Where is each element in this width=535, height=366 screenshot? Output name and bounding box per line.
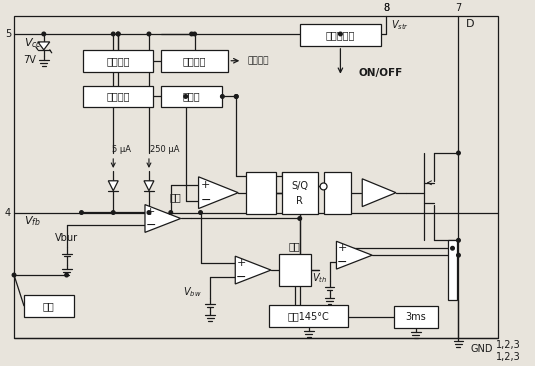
Bar	[282, 172, 318, 213]
Circle shape	[147, 211, 151, 214]
Text: −: −	[146, 219, 156, 232]
Circle shape	[147, 32, 151, 36]
Text: 8: 8	[383, 3, 389, 13]
Text: ON/OFF: ON/OFF	[358, 68, 402, 78]
Circle shape	[339, 32, 342, 36]
Text: $V_{bw}$: $V_{bw}$	[184, 285, 202, 299]
Text: +: +	[201, 180, 210, 190]
Polygon shape	[144, 181, 154, 191]
Circle shape	[193, 32, 196, 36]
Circle shape	[199, 211, 202, 214]
Circle shape	[117, 32, 120, 36]
Text: −: −	[200, 194, 211, 207]
Bar	[161, 50, 228, 72]
Bar	[161, 86, 223, 107]
Circle shape	[42, 32, 45, 36]
Text: 3ms: 3ms	[406, 312, 426, 322]
Text: S/Q: S/Q	[291, 182, 308, 191]
Circle shape	[220, 95, 224, 98]
Text: D: D	[465, 19, 474, 29]
Circle shape	[169, 211, 173, 214]
Bar	[14, 16, 498, 337]
Circle shape	[450, 246, 454, 250]
Polygon shape	[145, 205, 181, 232]
Circle shape	[65, 273, 68, 277]
Text: 频率抖动: 频率抖动	[106, 92, 130, 101]
Bar	[300, 24, 381, 46]
Text: 8: 8	[383, 3, 389, 13]
Circle shape	[190, 32, 193, 36]
Text: $V_{cc}$: $V_{cc}$	[24, 36, 42, 50]
Circle shape	[12, 273, 16, 277]
Circle shape	[111, 211, 115, 214]
Bar	[448, 240, 457, 300]
Bar	[394, 306, 438, 328]
Circle shape	[457, 239, 460, 242]
Text: +: +	[338, 243, 347, 253]
Text: 参考电压: 参考电压	[183, 56, 207, 66]
Text: 250 μA: 250 μA	[150, 145, 179, 154]
Polygon shape	[198, 177, 238, 209]
Text: 1,2,3: 1,2,3	[496, 340, 521, 351]
Text: Vbur: Vbur	[55, 234, 78, 243]
Text: 高压调节器: 高压调节器	[326, 30, 355, 40]
Text: 复位: 复位	[43, 301, 55, 311]
Polygon shape	[235, 256, 271, 284]
Text: 内部电路: 内部电路	[247, 56, 269, 65]
Polygon shape	[108, 181, 118, 191]
Text: 5 μA: 5 μA	[112, 145, 131, 154]
Text: 7V: 7V	[24, 55, 36, 65]
Circle shape	[111, 32, 115, 36]
Text: −: −	[236, 270, 247, 284]
Polygon shape	[38, 42, 50, 50]
Bar	[83, 86, 153, 107]
Text: 7: 7	[455, 3, 462, 13]
Text: $V_{fb}$: $V_{fb}$	[24, 214, 41, 228]
Bar	[24, 295, 73, 317]
Bar	[279, 254, 311, 286]
Text: 5: 5	[5, 29, 11, 39]
Text: 自举: 自举	[170, 193, 181, 203]
Circle shape	[184, 95, 187, 98]
Text: 振荡器: 振荡器	[183, 92, 201, 101]
Circle shape	[80, 211, 83, 214]
Circle shape	[457, 253, 460, 257]
Text: +: +	[236, 258, 246, 268]
Polygon shape	[362, 179, 396, 206]
Text: $V_{str}$: $V_{str}$	[391, 18, 409, 32]
Text: −: −	[337, 255, 348, 269]
Text: 过热145°C: 过热145°C	[288, 311, 330, 321]
Bar	[83, 50, 153, 72]
Circle shape	[234, 95, 238, 98]
Text: $V_{th}$: $V_{th}$	[312, 271, 327, 285]
Text: 欠压锁存: 欠压锁存	[106, 56, 130, 66]
Text: +: +	[146, 206, 156, 217]
Circle shape	[457, 151, 460, 155]
Text: 4: 4	[5, 208, 11, 217]
Text: R: R	[296, 196, 303, 206]
Text: GND: GND	[470, 344, 493, 354]
Circle shape	[298, 217, 302, 220]
Text: 1,2,3: 1,2,3	[496, 352, 521, 362]
Circle shape	[117, 32, 120, 36]
Polygon shape	[337, 241, 372, 269]
Bar	[269, 305, 348, 326]
Bar	[246, 172, 276, 213]
Bar	[324, 172, 351, 213]
Circle shape	[320, 183, 327, 190]
Text: 过载: 过载	[289, 241, 301, 251]
Circle shape	[234, 95, 238, 98]
